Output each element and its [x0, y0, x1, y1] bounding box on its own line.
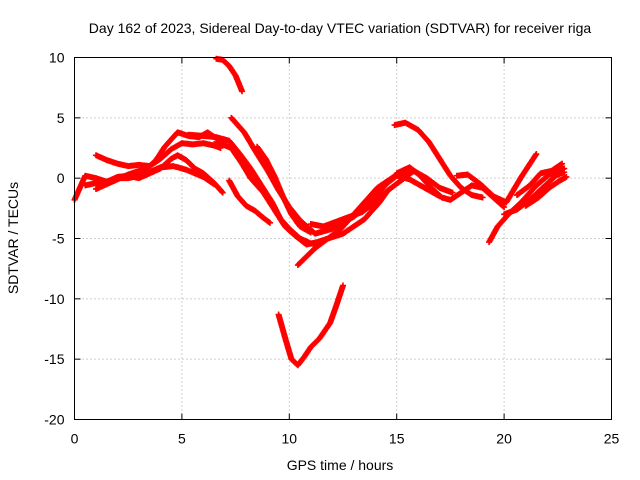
- data-point: [218, 188, 225, 195]
- data-point: [533, 151, 540, 158]
- series-arc-h: [226, 177, 273, 226]
- series-arc-n: [391, 119, 486, 201]
- data-point: [563, 173, 570, 180]
- series-arc-f: [213, 138, 392, 248]
- data-point: [559, 160, 566, 167]
- data-point: [449, 189, 456, 196]
- y-tick-labels: -20 -15 -10 -5 0 5 10: [44, 50, 64, 428]
- grid: [74, 57, 612, 420]
- data-point: [265, 219, 272, 226]
- x-tick-label: 25: [604, 431, 620, 447]
- y-tick-label: -15: [44, 351, 64, 367]
- y-tick-label: 10: [49, 50, 65, 66]
- data-point: [500, 203, 507, 210]
- series-arc-r: [501, 169, 568, 218]
- data-points: [71, 55, 570, 369]
- data-point: [307, 229, 314, 236]
- series-arc-p: [453, 151, 540, 206]
- data-point: [561, 169, 568, 176]
- data-point: [239, 88, 246, 95]
- series-arc-b: [82, 152, 226, 196]
- series-arc-j: [254, 143, 314, 236]
- series-arc-t: [522, 173, 570, 209]
- y-tick-label: 5: [57, 110, 65, 126]
- x-tick-label: 15: [389, 431, 405, 447]
- axis-ticks: [74, 57, 612, 420]
- x-tick-labels: 0 5 10 15 20 25: [71, 431, 620, 447]
- y-tick-label: -10: [44, 291, 64, 307]
- y-axis-label: SDTVAR / TECUs: [5, 182, 21, 294]
- x-axis-label: GPS time / hours: [287, 457, 394, 473]
- x-tick-label: 0: [71, 431, 79, 447]
- data-point: [501, 204, 508, 211]
- y-tick-label: -20: [44, 412, 64, 428]
- data-point: [266, 219, 273, 226]
- chart-title: Day 162 of 2023, Sidereal Day-to-day VTE…: [89, 20, 592, 36]
- y-tick-label: 0: [57, 170, 65, 186]
- data-point: [340, 282, 346, 289]
- x-tick-label: 20: [496, 431, 512, 447]
- data-point: [479, 194, 486, 201]
- series-arc-s: [513, 160, 566, 199]
- data-point: [219, 189, 226, 196]
- y-tick-label: -5: [52, 231, 65, 247]
- x-tick-label: 10: [282, 431, 298, 447]
- series-arc-k: [275, 282, 346, 369]
- x-tick-label: 5: [178, 431, 186, 447]
